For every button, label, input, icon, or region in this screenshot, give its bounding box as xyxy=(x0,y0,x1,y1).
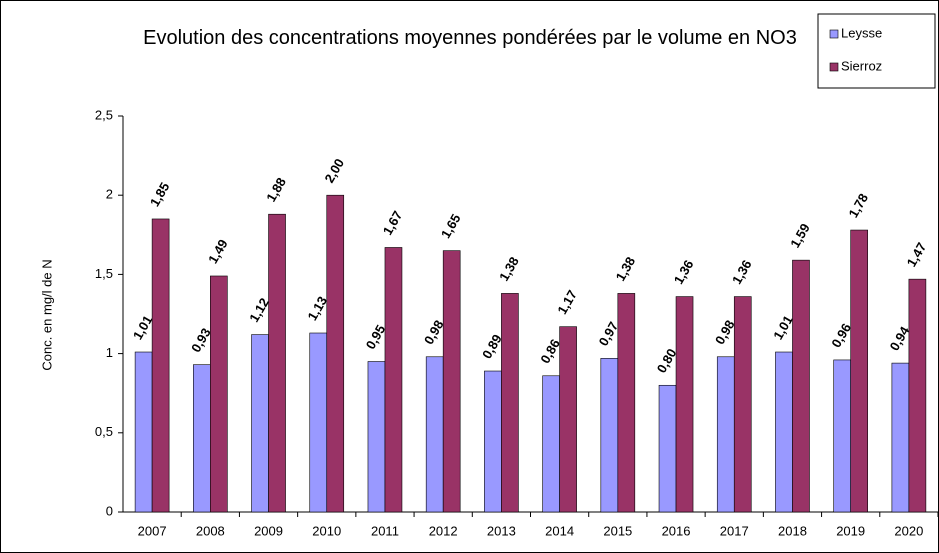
chart-title: Evolution des concentrations moyennes po… xyxy=(143,27,797,49)
legend-label: Leysse xyxy=(841,25,882,40)
data-label: 0,80 xyxy=(654,346,680,375)
data-label: 0,97 xyxy=(596,319,622,348)
bar xyxy=(210,275,228,513)
x-tick-label: 2013 xyxy=(487,523,516,538)
data-label: 2,00 xyxy=(322,156,348,185)
bar xyxy=(833,359,851,513)
data-label: 1,12 xyxy=(246,295,272,324)
data-label: 0,95 xyxy=(363,322,389,351)
data-label: 1,36 xyxy=(671,257,697,286)
x-tick-label: 2018 xyxy=(778,523,807,538)
bar xyxy=(908,278,927,513)
data-label: 1,13 xyxy=(305,294,331,323)
y-tick-label: 1,5 xyxy=(95,266,113,281)
x-tick-label: 2009 xyxy=(254,523,283,538)
legend-swatch xyxy=(829,62,839,72)
bar xyxy=(600,358,619,513)
data-label: 1,01 xyxy=(130,313,156,342)
data-label: 1,36 xyxy=(729,257,755,286)
y-tick-label: 0,5 xyxy=(95,424,113,439)
data-label: 1,49 xyxy=(205,237,231,266)
x-tick-label: 2019 xyxy=(836,523,865,538)
bar xyxy=(442,250,461,513)
bar xyxy=(134,351,153,513)
bar xyxy=(658,384,677,513)
bar xyxy=(425,356,444,513)
data-label: 0,96 xyxy=(828,321,854,350)
x-tick-label: 2016 xyxy=(662,523,691,538)
bar xyxy=(151,218,170,513)
data-label: 1,88 xyxy=(263,175,289,204)
x-tick-label: 2010 xyxy=(312,523,341,538)
data-label: 1,17 xyxy=(554,287,580,316)
y-tick-label: 2 xyxy=(106,187,113,202)
data-label: 0,98 xyxy=(421,318,447,347)
bar xyxy=(733,296,752,513)
data-label: 0,98 xyxy=(712,318,738,347)
bar xyxy=(792,259,810,513)
bar xyxy=(891,362,910,513)
legend-box xyxy=(817,13,936,89)
y-tick-label: 2,5 xyxy=(95,107,113,122)
bar xyxy=(484,370,502,513)
x-tick-label: 2020 xyxy=(894,523,923,538)
x-tick-label: 2015 xyxy=(603,523,632,538)
bar xyxy=(367,361,386,513)
data-label: 1,59 xyxy=(787,221,813,250)
bar xyxy=(501,293,519,513)
x-tick-label: 2017 xyxy=(720,523,749,538)
x-tick-label: 2011 xyxy=(371,523,399,538)
data-label: 1,65 xyxy=(438,211,464,240)
x-tick-label: 2008 xyxy=(196,523,225,538)
x-tick-label: 2007 xyxy=(138,523,167,538)
bar xyxy=(542,375,560,513)
bar xyxy=(193,364,211,513)
data-label: 1,38 xyxy=(613,254,639,283)
data-label: 0,86 xyxy=(537,337,563,366)
y-tick-label: 0 xyxy=(106,503,113,518)
legend-label: Sierroz xyxy=(841,58,882,73)
bar xyxy=(251,334,269,513)
data-label: 0,93 xyxy=(188,325,214,354)
data-label: 1,47 xyxy=(904,240,930,269)
bar xyxy=(268,213,286,513)
bar xyxy=(559,326,577,513)
data-label: 1,01 xyxy=(770,313,796,342)
bar xyxy=(326,194,345,513)
x-tick-label: 2012 xyxy=(429,523,458,538)
y-tick-label: 1 xyxy=(106,345,113,360)
bar xyxy=(675,296,694,513)
bar xyxy=(617,293,636,513)
data-label: 1,67 xyxy=(380,208,406,237)
data-label: 1,38 xyxy=(496,254,522,283)
legend-swatch xyxy=(829,29,839,39)
bar xyxy=(716,356,735,513)
data-label: 0,89 xyxy=(479,332,505,361)
data-label: 1,78 xyxy=(845,191,871,220)
bar xyxy=(309,332,328,513)
data-label: 1,85 xyxy=(147,180,173,209)
x-tick-label: 2014 xyxy=(545,523,574,538)
bar xyxy=(850,229,868,513)
bar xyxy=(384,247,403,513)
bar xyxy=(775,351,793,513)
y-axis-label: Conc. en mg/l de N xyxy=(39,259,54,370)
